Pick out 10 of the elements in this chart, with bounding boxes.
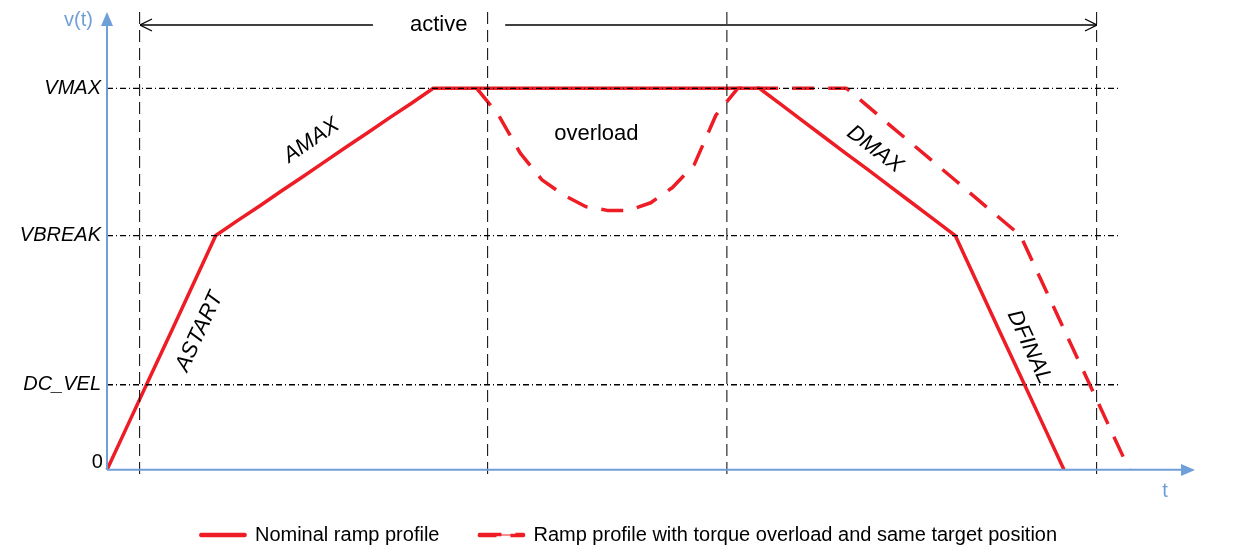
- ref-line-label: VMAX: [44, 75, 102, 98]
- legend-label: Nominal ramp profile: [254, 522, 440, 545]
- text: 0: [91, 449, 103, 472]
- x-axis-title: t: [1162, 479, 1169, 502]
- annotation: overload: [554, 120, 639, 146]
- ref-line-label: VBREAK: [19, 223, 103, 246]
- y-axis-title: v(t): [64, 7, 93, 30]
- text: active: [409, 11, 468, 37]
- ref-line-label: DC_VEL: [23, 372, 101, 395]
- legend-label: Ramp profile with torque overload and same target position: [533, 522, 1058, 545]
